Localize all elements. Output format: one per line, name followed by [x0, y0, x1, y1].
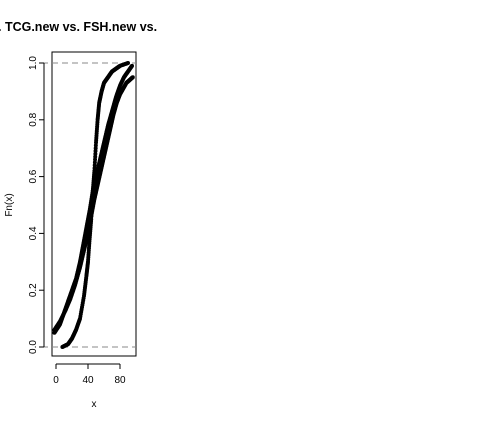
- series-1-point: [92, 166, 97, 171]
- chart-title: . TCG.new vs. FSH.new vs.: [0, 20, 157, 34]
- series-1-point: [93, 154, 98, 159]
- y-tick-label: 0.8: [28, 112, 39, 126]
- y-axis: 0.0 0.2 0.4 0.6 0.8 1.0: [28, 56, 45, 354]
- series-1-point: [93, 157, 98, 162]
- plot-frame: [51, 51, 137, 357]
- series-1-point: [92, 163, 97, 168]
- y-tick-label: 0.4: [28, 226, 39, 240]
- series-1-point: [93, 149, 98, 154]
- series-1-point: [126, 61, 130, 65]
- x-axis-label: x: [92, 399, 97, 410]
- series-2-point: [130, 75, 135, 80]
- y-tick-label: 1.0: [28, 56, 39, 70]
- y-tick-label: 0.2: [28, 283, 39, 297]
- series-1-point: [93, 146, 98, 151]
- x-tick-label: 80: [114, 375, 126, 386]
- y-tick-label: 0.6: [28, 169, 39, 183]
- x-tick-label: 40: [82, 375, 94, 386]
- series-1-point: [92, 168, 97, 173]
- y-tick-label: 0.0: [28, 340, 39, 354]
- data-points: [52, 61, 135, 349]
- x-axis: 0 40 80: [53, 363, 126, 386]
- series-0-point: [130, 63, 134, 68]
- x-tick-label: 0: [53, 375, 59, 386]
- series-1-point: [93, 143, 98, 148]
- series-1-point: [93, 151, 98, 156]
- reference-lines: [42, 62, 136, 348]
- series-1-point: [92, 160, 97, 165]
- y-axis-label: Fn(x): [4, 193, 15, 216]
